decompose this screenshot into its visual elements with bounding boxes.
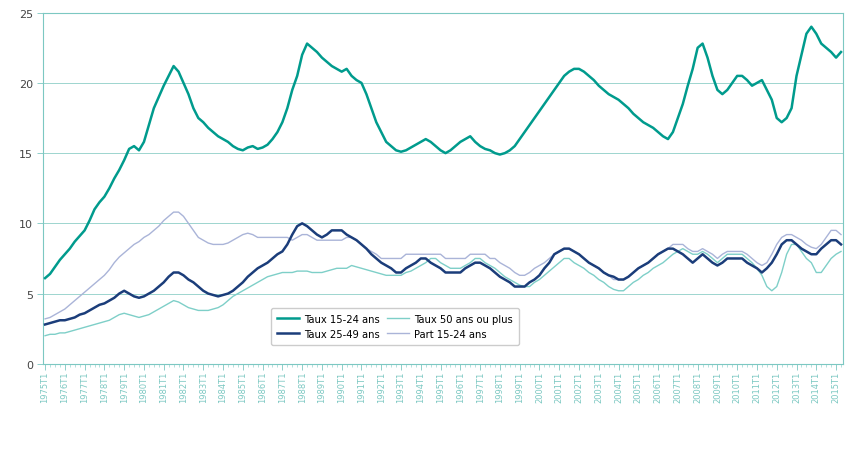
Legend: Taux 15-24 ans, Taux 25-49 ans, Taux 50 ans ou plus, Part 15-24 ans: Taux 15-24 ans, Taux 25-49 ans, Taux 50 … [271,308,519,345]
